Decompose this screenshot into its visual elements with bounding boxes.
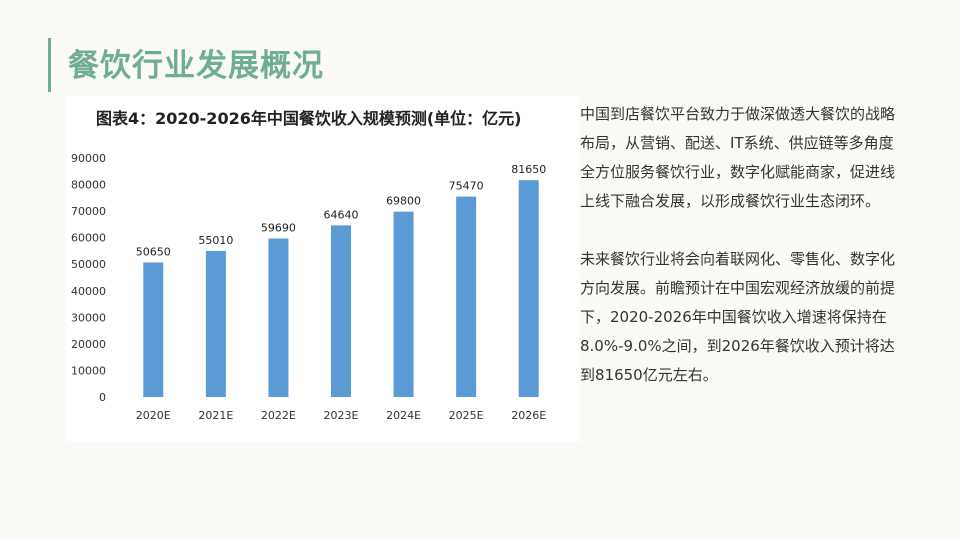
paragraph-outlook: 未来餐饮行业将会向着联网化、零售化、数字化方向发展。前瞻预计在中国宏观经济放缓的… — [580, 250, 896, 384]
paragraph-strategy: 中国到店餐饮平台致力于做深做透大餐饮的战略布局，从营销、配送、IT系统、供应链等… — [580, 105, 896, 210]
chart-card: 图表4：2020-2026年中国餐饮收入规模预测(单位：亿元) 0 10000 200… — [66, 96, 580, 442]
chart-title: 图表4：2020-2026年中国餐饮收入规模预测(单位：亿元) — [96, 109, 521, 128]
bar-value-label: 64640 — [324, 208, 359, 221]
bar-value-label: 81650 — [511, 163, 546, 176]
bar-value-label: 50650 — [136, 245, 171, 258]
x-tick-label: 2022E — [261, 409, 296, 422]
bar-value-label: 55010 — [198, 234, 233, 247]
bar — [331, 225, 351, 397]
bar-value-label: 59690 — [261, 221, 296, 234]
bar — [393, 211, 414, 397]
y-tick-label: 30000 — [71, 311, 106, 324]
y-tick-label: 90000 — [71, 152, 106, 165]
y-tick-label: 10000 — [71, 364, 106, 377]
bar — [518, 180, 539, 397]
y-tick-label: 60000 — [71, 232, 106, 245]
x-tick-label: 2021E — [198, 409, 233, 422]
y-tick-label: 20000 — [71, 338, 106, 351]
y-tick-label: 50000 — [71, 258, 106, 271]
x-tick-label: 2023E — [324, 409, 359, 422]
x-tick-label: 2020E — [136, 409, 171, 422]
y-tick-label: 80000 — [71, 179, 106, 192]
y-tick-label: 0 — [99, 391, 106, 404]
bar — [205, 250, 226, 397]
bar — [268, 238, 289, 397]
bar-value-label: 69800 — [386, 195, 421, 208]
bar — [143, 262, 164, 397]
body-text: 中国到店餐饮平台致力于做深做透大餐饮的战略布局，从营销、配送、IT系统、供应链等… — [580, 100, 898, 419]
x-tick-label: 2025E — [449, 409, 484, 422]
x-tick-label: 2026E — [511, 409, 546, 422]
title-accent-bar — [48, 38, 51, 92]
x-tick-label: 2024E — [386, 409, 421, 422]
bar — [456, 196, 477, 397]
y-tick-label: 70000 — [71, 205, 106, 218]
page-title: 餐饮行业发展概况 — [68, 48, 324, 84]
bar-value-label: 75470 — [449, 180, 484, 193]
revenue-bar-chart: 图表4：2020-2026年中国餐饮收入规模预测(单位：亿元) 0 10000 200… — [71, 109, 546, 422]
y-tick-label: 40000 — [71, 285, 106, 298]
